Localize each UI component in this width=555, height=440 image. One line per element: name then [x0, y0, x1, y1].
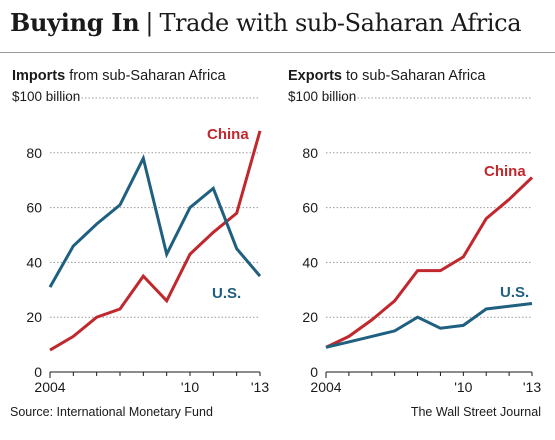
exports-panel: Exports to sub-Saharan Africa 20 40 60 80 $10…	[288, 68, 541, 395]
exports-panel-title: Exports to sub-Saharan Africa	[288, 68, 486, 84]
imports-us-series-line	[48, 153, 262, 288]
exports-china-series-label: China	[484, 163, 526, 180]
exports-y-zero-label: 0	[310, 364, 318, 380]
exports-y-tick-label: 60	[302, 200, 318, 216]
imports-x-tick-label: '13	[251, 379, 269, 395]
imports-title-rest: from sub-Saharan Africa	[65, 68, 226, 84]
chart-header: Buying In | Trade with sub-Saharan Africa	[10, 8, 522, 44]
imports-y-tick-label: 80	[26, 145, 42, 161]
imports-y-tick-label: 20	[26, 309, 42, 325]
imports-panel-title: Imports from sub-Saharan Africa	[12, 68, 226, 84]
exports-y-tick-label: 80	[302, 145, 318, 161]
exports-title-rest: to sub-Saharan Africa	[342, 68, 486, 84]
exports-x-tick-label: '13	[523, 379, 541, 395]
exports-y-tick-label: 20	[302, 309, 318, 325]
exports-china-series-line	[325, 176, 534, 349]
imports-x-tick-label: '10	[181, 379, 199, 395]
source-note: Source: International Monetary Fund	[10, 405, 213, 419]
chart-title-rest: Trade with sub-Saharan Africa	[159, 9, 522, 37]
exports-y-tick-label: 40	[302, 254, 318, 270]
exports-title-bold: Exports	[288, 68, 342, 84]
header-rule	[0, 52, 555, 53]
imports-china-series-line	[49, 130, 262, 352]
imports-china-series-label: China	[207, 126, 249, 143]
exports-us-series-line	[325, 302, 533, 349]
exports-us-series-label: U.S.	[500, 284, 529, 301]
exports-x-tick-label: '10	[454, 379, 472, 395]
imports-title-bold: Imports	[12, 68, 65, 84]
exports-x-tick-label: 2004	[310, 379, 341, 395]
title-separator: |	[145, 9, 154, 37]
exports-unit-label: $100 billion	[288, 89, 356, 104]
imports-y-tick-label: 40	[26, 254, 42, 270]
imports-y-tick-label: 60	[26, 200, 42, 216]
imports-unit-label: $100 billion	[12, 89, 80, 104]
chart-title-bold: Buying In	[10, 8, 140, 37]
imports-us-series-label: U.S.	[212, 285, 241, 302]
imports-panel: Imports from sub-Saharan Africa 20 40 60 80 $…	[12, 68, 269, 395]
imports-x-tick-label: 2004	[34, 379, 65, 395]
imports-y-zero-label: 0	[34, 364, 42, 380]
publication-credit: The Wall Street Journal	[410, 405, 541, 419]
